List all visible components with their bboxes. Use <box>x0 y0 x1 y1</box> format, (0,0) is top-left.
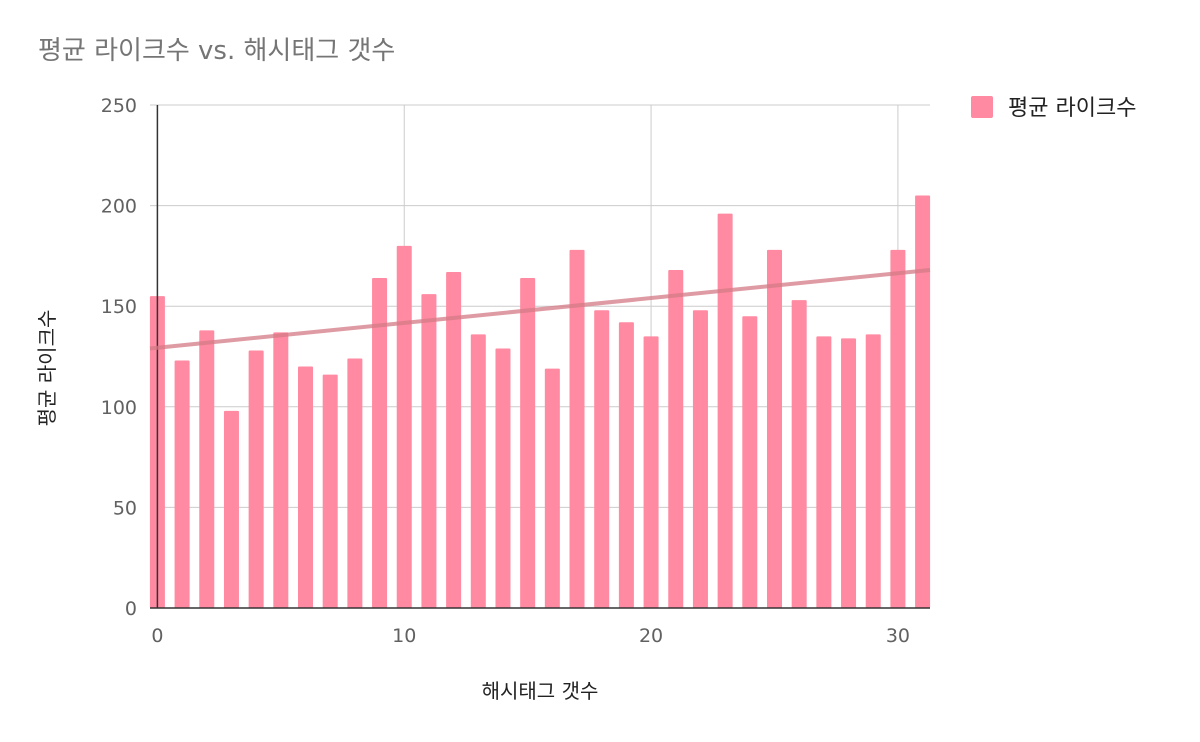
trendline-layer <box>149 267 931 351</box>
bar <box>618 322 634 608</box>
legend-label: 평균 라이크수 <box>1008 96 1136 121</box>
grid-lines <box>150 104 930 608</box>
y-axis-title: 평균 라이크수 <box>35 310 59 427</box>
x-tick-label: 30 <box>886 625 910 647</box>
bar <box>421 294 437 608</box>
bar <box>372 278 388 608</box>
bar <box>668 269 684 608</box>
bar <box>322 374 338 608</box>
bar <box>890 249 906 608</box>
bar <box>199 330 215 608</box>
bar <box>298 366 314 608</box>
bar <box>396 245 412 608</box>
bar <box>766 249 782 608</box>
y-tick-label: 150 <box>101 296 137 318</box>
bar <box>692 310 708 608</box>
bar <box>841 338 857 608</box>
chart-title: 평균 라이크수 vs. 해시태그 갯수 <box>38 36 396 66</box>
bar-series <box>149 195 931 609</box>
y-tick-label: 0 <box>125 598 137 620</box>
y-tick-label: 100 <box>101 397 137 419</box>
bar <box>717 213 733 608</box>
bar <box>643 336 659 608</box>
tick-labels: 0 50 100 150 200 250 0 10 20 30 <box>101 95 910 647</box>
trendline <box>149 267 931 351</box>
bar <box>495 348 511 608</box>
bar <box>569 249 585 608</box>
bar <box>248 350 264 608</box>
bar <box>174 360 190 608</box>
legend-swatch <box>971 96 993 118</box>
bar <box>347 358 363 608</box>
bar <box>446 271 462 608</box>
bar <box>791 300 807 608</box>
bar <box>742 316 758 608</box>
x-tick-label: 0 <box>151 625 163 647</box>
bar <box>865 334 881 608</box>
legend: 평균 라이크수 <box>971 96 1136 121</box>
x-tick-label: 10 <box>392 625 416 647</box>
axes <box>150 105 930 609</box>
bar <box>915 195 931 609</box>
bar <box>594 310 610 608</box>
bar <box>223 410 239 608</box>
y-tick-label: 250 <box>101 95 137 117</box>
bar <box>520 278 536 608</box>
bar <box>544 368 560 608</box>
x-tick-label: 20 <box>639 625 663 647</box>
y-tick-label: 50 <box>113 497 137 519</box>
bar <box>816 336 832 608</box>
bar <box>273 332 289 608</box>
bar <box>470 334 486 608</box>
y-tick-label: 200 <box>101 196 137 218</box>
x-axis-title: 해시태그 갯수 <box>482 679 599 703</box>
